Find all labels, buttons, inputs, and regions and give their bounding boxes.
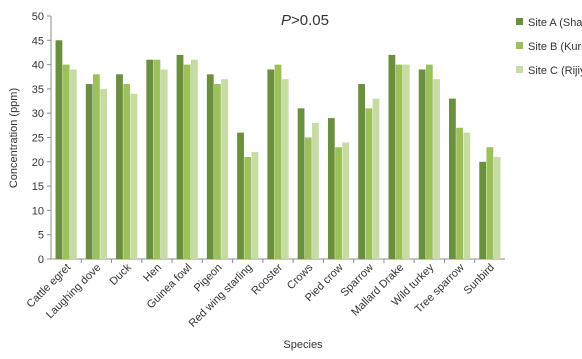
bar-site-a-sharada-rooster <box>267 69 275 260</box>
bar-site-b-kurmi-market-guinea-fowl <box>183 64 191 259</box>
bar-site-b-kurmi-market-red-wing-starling <box>244 156 252 259</box>
bar-site-b-kurmi-market-mallard-drake <box>395 64 403 259</box>
y-tick-label: 0 <box>38 254 44 266</box>
bar-site-c-rijiyar-lemo-rooster <box>281 79 289 260</box>
bar-site-a-sharada-pied-crow <box>327 118 335 259</box>
bar-site-c-rijiyar-lemo-pied-crow <box>342 142 350 259</box>
bar-site-c-rijiyar-lemo-laughing-dove <box>100 88 107 260</box>
bar-site-b-kurmi-market-wild-turkey <box>425 64 433 259</box>
x-tick-label-rooster: Rooster <box>249 261 285 297</box>
bar-site-b-kurmi-market-pied-crow <box>335 147 342 259</box>
bar-site-c-rijiyar-lemo-tree-sparrow <box>463 132 471 259</box>
annotation-italic: P <box>281 12 291 29</box>
legend-swatch-site-b-kurmi-market <box>516 42 523 49</box>
legend-label-site-a-sharada: Site A (Sharada) <box>528 17 582 29</box>
y-tick-label: 40 <box>32 60 44 72</box>
bar-site-a-sharada-sparrow <box>358 84 365 259</box>
bar-site-b-kurmi-market-sparrow <box>365 108 373 259</box>
bar-site-c-rijiyar-lemo-pigeon <box>221 79 229 260</box>
bar-site-a-sharada-red-wing-starling <box>237 132 244 259</box>
x-tick-label-sunbird: Sunbird <box>462 262 497 297</box>
y-tick-label: 25 <box>32 133 44 145</box>
x-tick-label-laughing-dove: Laughing dove <box>44 262 104 322</box>
bar-site-a-sharada-cattle-egret <box>55 40 63 259</box>
bar-site-a-sharada-sunbird <box>479 161 487 259</box>
bar-site-c-rijiyar-lemo-mallard-drake <box>402 64 410 259</box>
bar-site-c-rijiyar-lemo-guinea-fowl <box>191 59 198 259</box>
y-axis-title: Concentration (ppm) <box>8 88 20 188</box>
bar-site-a-sharada-pigeon <box>206 74 214 259</box>
y-tick-label: 30 <box>32 108 44 120</box>
bar-site-a-sharada-guinea-fowl <box>176 54 184 259</box>
bar-site-b-kurmi-market-cattle-egret <box>62 64 70 259</box>
annotation-rest: >0.05 <box>291 12 329 29</box>
y-tick-label: 20 <box>32 157 44 169</box>
bar-site-b-kurmi-market-rooster <box>274 64 282 259</box>
bar-site-b-kurmi-market-duck <box>123 84 131 259</box>
y-tick-label: 10 <box>32 205 44 217</box>
bar-site-c-rijiyar-lemo-sunbird <box>493 156 501 259</box>
bar-site-b-kurmi-market-laughing-dove <box>93 74 100 259</box>
legend-swatch-site-a-sharada <box>516 18 523 25</box>
y-tick-label: 5 <box>38 230 44 242</box>
y-tick-label: 50 <box>32 11 44 23</box>
bar-site-a-sharada-laughing-dove <box>85 84 93 259</box>
significance-annotation: P>0.05 <box>281 12 329 29</box>
bar-site-c-rijiyar-lemo-red-wing-starling <box>251 152 259 259</box>
bar-site-b-kurmi-market-crows <box>304 137 312 259</box>
bar-site-a-sharada-mallard-drake <box>388 54 396 259</box>
x-axis-title: Species <box>283 339 323 351</box>
bar-site-a-sharada-wild-turkey <box>418 69 426 260</box>
bar-site-c-rijiyar-lemo-wild-turkey <box>433 79 440 260</box>
x-tick-label-duck: Duck <box>108 261 135 288</box>
bars-layer <box>55 40 501 260</box>
bar-site-c-rijiyar-lemo-duck <box>130 93 138 259</box>
bar-site-c-rijiyar-lemo-sparrow <box>372 98 380 260</box>
legend-label-site-b-kurmi-market: Site B (Kurmi market) <box>528 41 582 53</box>
y-tick-label: 35 <box>32 84 44 96</box>
y-tick-label: 15 <box>32 181 44 193</box>
bar-site-a-sharada-hen <box>146 59 154 259</box>
bar-site-b-kurmi-market-pigeon <box>214 84 221 259</box>
bar-site-a-sharada-crows <box>297 108 305 259</box>
bar-site-c-rijiyar-lemo-cattle-egret <box>69 69 77 260</box>
bar-site-b-kurmi-market-sunbird <box>486 147 494 259</box>
bar-site-a-sharada-tree-sparrow <box>449 98 456 260</box>
bar-site-c-rijiyar-lemo-hen <box>160 69 168 260</box>
legend-label-site-c-rijiyar-lemo: Site C (Rijiyar Lemo) <box>528 65 582 77</box>
legend-swatch-site-c-rijiyar-lemo <box>516 66 523 73</box>
y-tick-label: 45 <box>32 35 44 47</box>
bar-site-b-kurmi-market-tree-sparrow <box>456 127 463 259</box>
bar-site-a-sharada-duck <box>116 74 123 259</box>
legend: Site A (Sharada) Site B (Kurmi market) Sit… <box>516 17 582 77</box>
x-tick-label-hen: Hen <box>141 262 164 285</box>
bar-site-b-kurmi-market-hen <box>153 59 161 259</box>
bar-site-c-rijiyar-lemo-crows <box>312 122 319 259</box>
